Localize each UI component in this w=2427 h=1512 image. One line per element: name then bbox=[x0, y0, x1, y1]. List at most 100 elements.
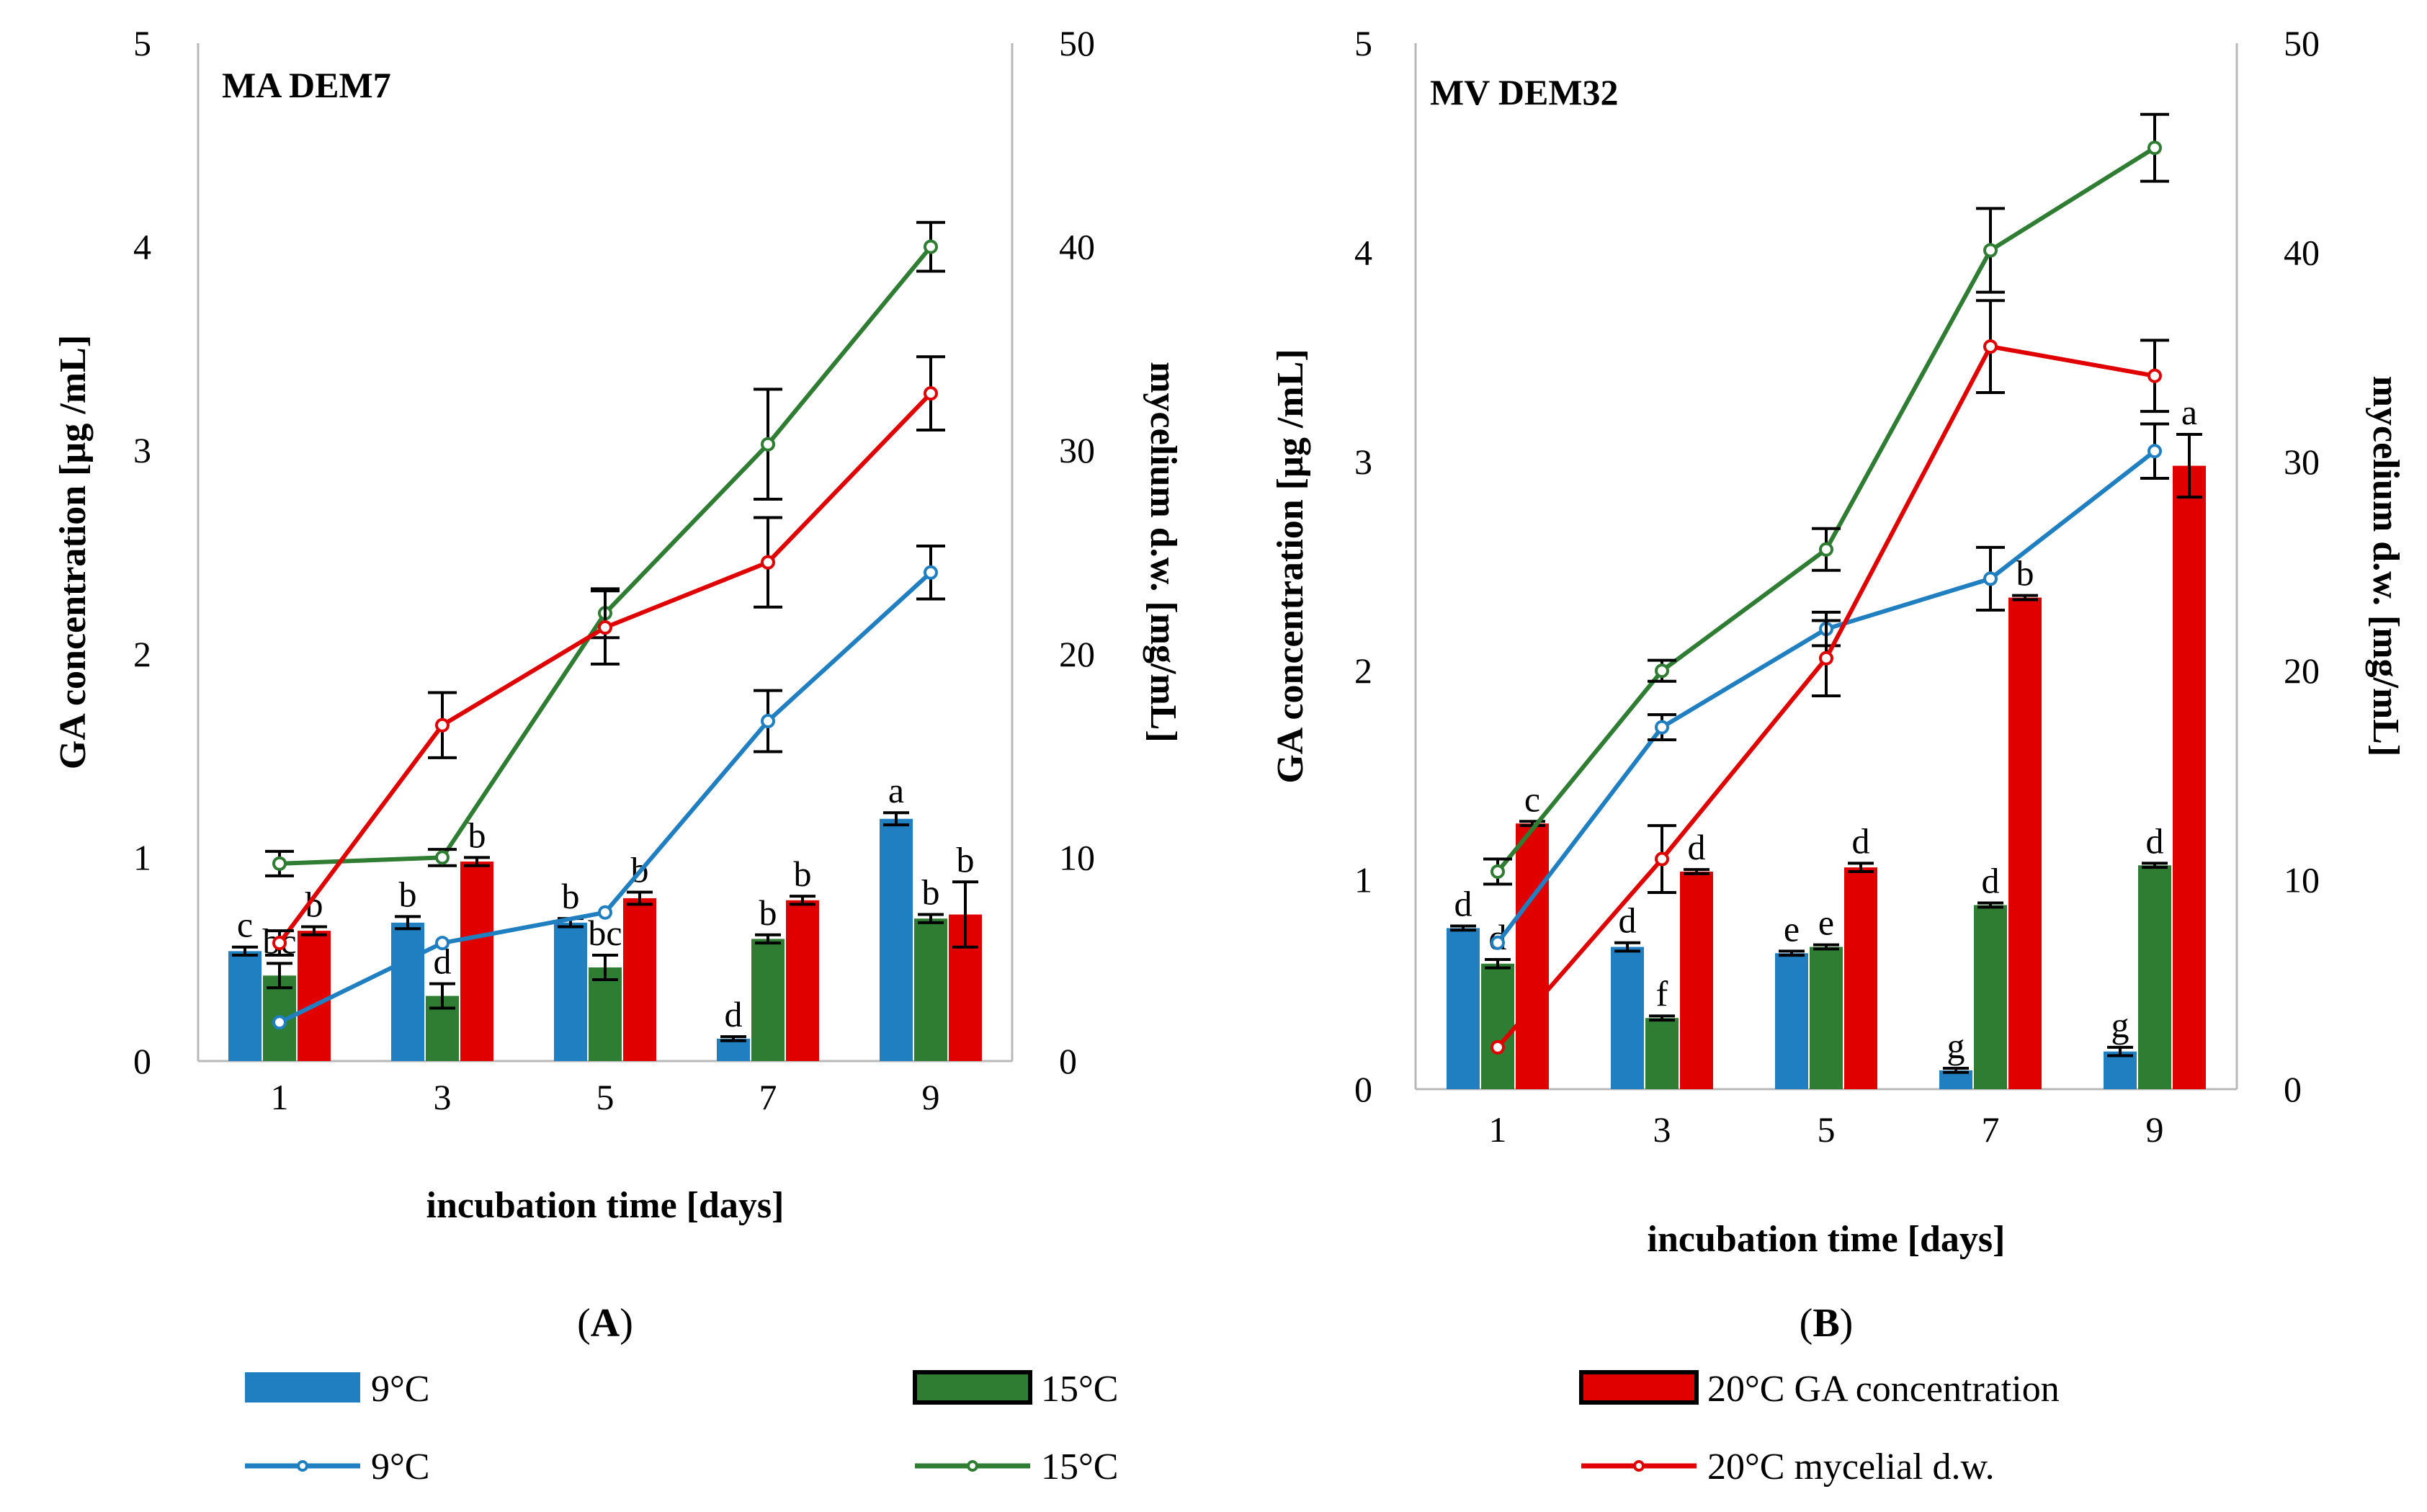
bar-20°C-day-3 bbox=[460, 862, 493, 1061]
x-tick-label: 1 bbox=[1489, 1109, 1507, 1150]
y2-tick-label: 0 bbox=[2284, 1069, 2302, 1109]
legend-label-line-15c: 15°C bbox=[1041, 1446, 1118, 1488]
legend-marker-15c bbox=[967, 1460, 978, 1472]
panel-caption: (A) bbox=[577, 1301, 633, 1346]
x-tick-label: 3 bbox=[1653, 1109, 1671, 1150]
y2-tick-label: 40 bbox=[2284, 232, 2320, 272]
significance-letter: c bbox=[237, 905, 253, 945]
line-point-9°C bbox=[1490, 935, 1505, 950]
significance-letter: a bbox=[2181, 392, 2197, 432]
line-point-9°C bbox=[2147, 444, 2162, 459]
line-point-15°C bbox=[272, 856, 287, 871]
legend-label-line-20c: 20°C mycelial d.w. bbox=[1707, 1446, 1995, 1488]
x-tick-label: 5 bbox=[596, 1077, 614, 1117]
bar-15°C-day-5 bbox=[589, 967, 622, 1061]
bar-9°C-day-5 bbox=[1775, 953, 1808, 1089]
significance-letter: c bbox=[1524, 779, 1540, 819]
significance-letter: b bbox=[562, 876, 580, 916]
bar-15°C-day-7 bbox=[1974, 905, 2007, 1089]
x-tick-label: 7 bbox=[759, 1077, 777, 1117]
y-tick-label: 0 bbox=[1354, 1069, 1372, 1109]
significance-letter: b bbox=[759, 893, 777, 933]
line-point-15°C bbox=[1490, 864, 1505, 879]
significance-letter: b bbox=[468, 815, 486, 855]
y-tick-label: 3 bbox=[1354, 442, 1372, 482]
caption-part: A bbox=[591, 1301, 620, 1346]
significance-letter: e bbox=[1818, 903, 1834, 943]
bar-15°C-day-7 bbox=[751, 939, 785, 1061]
panel-title: MV DEM32 bbox=[1430, 72, 1619, 112]
y2-axis-title: mycelium d.w. [mg/mL] bbox=[2365, 376, 2406, 757]
x-tick-label: 9 bbox=[922, 1077, 940, 1117]
significance-letter: g bbox=[1947, 1026, 1965, 1066]
y-tick-label: 0 bbox=[133, 1041, 151, 1081]
legend-label-line-9c: 9°C bbox=[371, 1446, 429, 1488]
bar-20°C-day-7 bbox=[786, 900, 819, 1061]
bar-9°C-day-5 bbox=[554, 922, 587, 1061]
line-point-9°C bbox=[435, 936, 450, 951]
x-tick-label: 3 bbox=[434, 1077, 452, 1117]
legend-swatch-bar-20c bbox=[1579, 1370, 1699, 1405]
bar-9°C-day-3 bbox=[1611, 947, 1644, 1089]
line-point-20°C bbox=[1819, 650, 1833, 666]
line-point-9°C bbox=[1655, 720, 1669, 735]
y2-axis-title: mycelium d.w. [mg/mL] bbox=[1143, 362, 1184, 743]
bar-15°C-day-9 bbox=[2138, 865, 2171, 1089]
bar-20°C-day-5 bbox=[1844, 867, 1877, 1089]
significance-letter: f bbox=[1656, 973, 1668, 1014]
bar-20°C-day-1 bbox=[1516, 823, 1549, 1089]
bar-20°C-day-7 bbox=[2008, 597, 2042, 1089]
line-point-9°C bbox=[272, 1015, 287, 1030]
legend-marker-20c bbox=[1633, 1460, 1645, 1472]
line-point-20°C bbox=[1983, 339, 1998, 354]
line-point-15°C bbox=[924, 239, 938, 254]
x-axis-title: incubation time [days] bbox=[1648, 1219, 2006, 1260]
line-point-20°C bbox=[1490, 1039, 1505, 1055]
y2-tick-label: 30 bbox=[1059, 430, 1095, 470]
bar-15°C-day-9 bbox=[914, 918, 947, 1061]
line-point-9°C bbox=[1983, 571, 1998, 586]
line-point-20°C bbox=[272, 936, 287, 951]
y2-tick-label: 10 bbox=[2284, 860, 2320, 900]
legend-label-bar-20c: 20°C GA concentration bbox=[1707, 1369, 2060, 1410]
line-point-20°C bbox=[2147, 368, 2162, 383]
line-point-9°C bbox=[924, 565, 938, 580]
line-point-15°C bbox=[1819, 542, 1833, 557]
line-point-20°C bbox=[598, 620, 612, 635]
bar-15°C-day-5 bbox=[1810, 947, 1843, 1089]
bar-20°C-day-1 bbox=[298, 931, 331, 1061]
x-axis-title: incubation time [days] bbox=[426, 1185, 785, 1226]
bar-9°C-day-3 bbox=[391, 922, 424, 1061]
bar-15°C-day-3 bbox=[1645, 1018, 1679, 1089]
bar-20°C-day-3 bbox=[1680, 871, 1713, 1089]
bar-20°C-day-5 bbox=[623, 898, 656, 1061]
line-point-9°C bbox=[598, 905, 612, 920]
y2-tick-label: 50 bbox=[2284, 23, 2320, 63]
x-tick-label: 7 bbox=[1982, 1109, 2000, 1150]
line-point-20°C bbox=[1655, 851, 1669, 867]
significance-letter: b bbox=[399, 874, 417, 914]
line-point-15°C bbox=[2147, 140, 2162, 156]
y2-tick-label: 10 bbox=[1059, 837, 1095, 877]
x-tick-label: 5 bbox=[1818, 1109, 1836, 1150]
panel-title: MA DEM7 bbox=[222, 65, 391, 105]
significance-letter: d bbox=[725, 994, 743, 1034]
y-tick-label: 1 bbox=[133, 837, 151, 877]
y-tick-label: 1 bbox=[1354, 860, 1372, 900]
legend-swatch-bar-9c bbox=[245, 1372, 360, 1403]
bar-15°C-day-1 bbox=[1481, 963, 1514, 1089]
significance-letter: b bbox=[922, 872, 940, 913]
significance-letter: a bbox=[888, 770, 904, 810]
y-axis-title: GA concentration [µg /mL] bbox=[1270, 349, 1311, 783]
significance-letter: d bbox=[1982, 861, 2000, 901]
caption-part: ( bbox=[1800, 1301, 1813, 1346]
y2-tick-label: 20 bbox=[1059, 634, 1095, 674]
line-point-15°C bbox=[1655, 663, 1669, 679]
legend-label-bar-15c: 15°C bbox=[1041, 1369, 1118, 1410]
y-tick-label: 2 bbox=[133, 634, 151, 674]
bar-9°C-day-7 bbox=[717, 1038, 750, 1061]
y2-tick-label: 50 bbox=[1059, 23, 1095, 63]
significance-letter: g bbox=[2111, 1005, 2129, 1045]
